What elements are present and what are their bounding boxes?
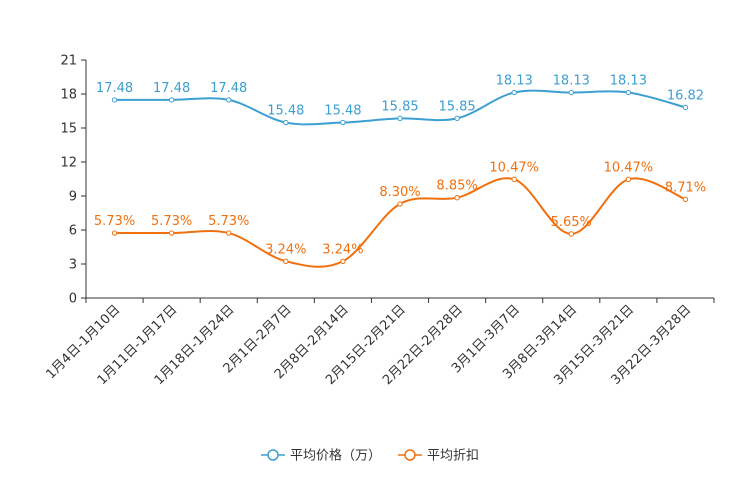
data-label: 15.85: [381, 99, 418, 114]
data-point[interactable]: [340, 119, 346, 126]
y-tick-label: 15: [60, 122, 77, 137]
y-tick-label: 3: [69, 258, 77, 273]
data-point[interactable]: [511, 176, 517, 183]
data-label: 17.48: [153, 81, 190, 96]
data-point[interactable]: [454, 195, 460, 201]
data-label: 10.47%: [604, 160, 654, 175]
data-point[interactable]: [226, 230, 232, 236]
data-point[interactable]: [454, 115, 460, 122]
data-point[interactable]: [568, 231, 574, 237]
data-point[interactable]: [511, 89, 517, 96]
data-point[interactable]: [340, 258, 346, 264]
data-point[interactable]: [111, 230, 118, 236]
data-point[interactable]: [168, 97, 175, 103]
series-layer: 17.48 17.48 17.48 15.48 15.48 15.85 15.85 18.13…: [94, 74, 706, 268]
data-point[interactable]: [682, 104, 689, 111]
y-axis: 0 3 6 9 12 15 18 21: [60, 54, 87, 307]
data-point[interactable]: [397, 115, 403, 122]
y-tick-label: 21: [60, 54, 77, 69]
data-label: 15.85: [438, 99, 475, 114]
data-point[interactable]: [682, 196, 689, 202]
x-axis: 1月4日-1月10日1月11日-1月17日1月18日-1月24日2月1日-2月7…: [43, 297, 715, 388]
data-label: 5.73%: [151, 214, 192, 229]
data-point[interactable]: [283, 258, 289, 264]
y-tick-label: 12: [60, 156, 77, 171]
data-point[interactable]: [625, 176, 632, 183]
data-label: 8.85%: [436, 179, 477, 194]
y-tick-label: 0: [69, 292, 77, 307]
data-label: 5.73%: [94, 214, 135, 229]
data-label: 8.71%: [665, 180, 706, 195]
data-point[interactable]: [568, 89, 574, 96]
data-point[interactable]: [283, 119, 289, 126]
data-point[interactable]: [397, 201, 403, 207]
data-label: 5.73%: [208, 214, 249, 229]
series-2: 5.73% 5.73% 5.73% 3.24% 3.24% 8.30% 8.85% 10.47…: [94, 160, 706, 268]
data-label: 18.13: [496, 74, 533, 89]
y-tick-label: 18: [60, 88, 77, 103]
y-tick-label: 6: [69, 224, 77, 239]
data-label: 18.13: [553, 74, 590, 89]
legend-label: 平均折扣: [427, 449, 479, 464]
legend-label: 平均价格（万）: [290, 448, 381, 464]
legend-item-2[interactable]: 平均折扣: [398, 449, 479, 464]
legend-marker-icon: [267, 449, 279, 461]
data-label: 16.82: [667, 88, 704, 103]
y-tick-label: 9: [69, 190, 77, 205]
data-label: 15.48: [324, 104, 361, 119]
data-label: 15.48: [267, 104, 304, 119]
data-label: 17.48: [210, 81, 247, 96]
legend-item-1[interactable]: 平均价格（万）: [261, 448, 381, 464]
data-point[interactable]: [111, 97, 118, 103]
data-label: 5.65%: [551, 215, 592, 230]
data-label: 10.47%: [489, 160, 539, 175]
data-label: 8.30%: [379, 185, 420, 200]
series-1: 17.48 17.48 17.48 15.48 15.48 15.85 15.85 18.13…: [96, 74, 704, 126]
data-point[interactable]: [625, 89, 632, 96]
legend-marker-icon: [404, 449, 416, 461]
data-label: 3.24%: [322, 242, 363, 257]
data-point[interactable]: [168, 230, 175, 236]
series-line: [114, 177, 686, 268]
data-label: 18.13: [610, 74, 647, 89]
legend[interactable]: 平均价格（万） 平均折扣: [261, 448, 479, 464]
data-label: 3.24%: [265, 242, 306, 257]
data-point[interactable]: [226, 97, 232, 103]
data-label: 17.48: [96, 81, 133, 96]
